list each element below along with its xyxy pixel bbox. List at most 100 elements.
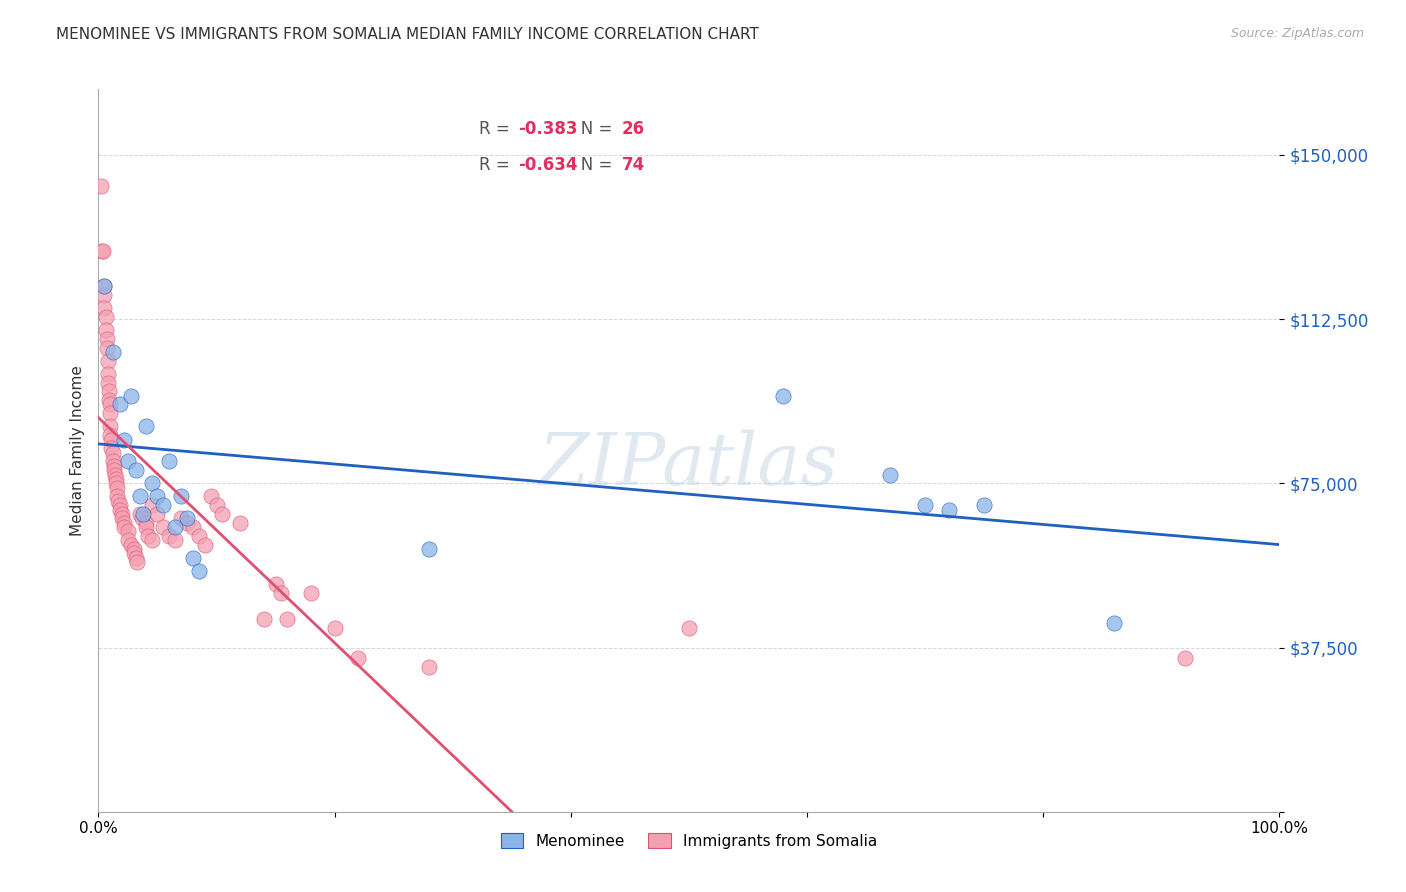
Point — [125, 463, 148, 477]
Point — [128, 490, 150, 504]
Text: R =: R = — [478, 156, 515, 174]
Point — [152, 520, 174, 534]
Point — [93, 288, 115, 302]
Point — [323, 621, 346, 635]
Point — [121, 538, 143, 552]
Point — [97, 353, 120, 368]
Point — [194, 538, 217, 552]
Point — [165, 520, 187, 534]
Point — [98, 419, 121, 434]
Point — [157, 454, 180, 468]
Point — [97, 376, 120, 390]
Text: MENOMINEE VS IMMIGRANTS FROM SOMALIA MEDIAN FAMILY INCOME CORRELATION CHART: MENOMINEE VS IMMIGRANTS FROM SOMALIA MED… — [56, 27, 759, 42]
Point — [141, 498, 163, 512]
Point — [112, 433, 135, 447]
Point — [111, 507, 134, 521]
Point — [108, 502, 131, 516]
Point — [170, 511, 193, 525]
Point — [205, 498, 228, 512]
Point — [93, 279, 115, 293]
Point — [108, 498, 131, 512]
Text: -0.383: -0.383 — [517, 120, 578, 138]
Point — [131, 511, 153, 525]
Point — [165, 533, 187, 548]
Point — [90, 178, 112, 193]
Point — [135, 516, 157, 530]
Point — [176, 516, 198, 530]
Point — [772, 389, 794, 403]
Point — [418, 541, 440, 556]
Point — [135, 419, 157, 434]
Point — [200, 490, 222, 504]
Point — [107, 493, 129, 508]
Point — [101, 345, 124, 359]
Point — [914, 498, 936, 512]
Point — [299, 586, 322, 600]
Point — [98, 397, 121, 411]
Point — [1102, 616, 1125, 631]
Point — [187, 529, 209, 543]
Point — [879, 467, 901, 482]
Point — [100, 442, 122, 456]
Text: 74: 74 — [621, 156, 645, 174]
Point — [121, 389, 143, 403]
Text: 26: 26 — [621, 120, 645, 138]
Point — [101, 445, 124, 459]
Point — [98, 384, 121, 399]
Point — [103, 463, 125, 477]
Point — [938, 502, 960, 516]
Point — [98, 428, 121, 442]
Point — [146, 507, 169, 521]
Y-axis label: Median Family Income: Median Family Income — [69, 365, 84, 536]
Point — [103, 458, 125, 473]
Point — [112, 516, 135, 530]
Point — [152, 498, 174, 512]
Point — [97, 367, 120, 381]
Text: R =: R = — [478, 120, 515, 138]
Text: ZIPatlas: ZIPatlas — [538, 430, 839, 500]
Point — [973, 498, 995, 512]
Point — [181, 550, 204, 565]
Point — [104, 467, 127, 482]
Text: Source: ZipAtlas.com: Source: ZipAtlas.com — [1230, 27, 1364, 40]
Text: N =: N = — [565, 120, 617, 138]
Point — [98, 393, 121, 408]
Point — [93, 279, 115, 293]
Point — [136, 529, 159, 543]
Point — [105, 490, 128, 504]
Point — [418, 660, 440, 674]
Point — [96, 332, 118, 346]
Point — [94, 323, 117, 337]
Point — [229, 516, 252, 530]
Point — [98, 406, 121, 420]
Point — [125, 550, 148, 565]
Legend: Menominee, Immigrants from Somalia: Menominee, Immigrants from Somalia — [495, 827, 883, 855]
Text: N =: N = — [565, 156, 617, 174]
Point — [91, 244, 114, 259]
Point — [117, 533, 139, 548]
Point — [141, 533, 163, 548]
Point — [122, 546, 145, 560]
Point — [94, 310, 117, 324]
Point — [347, 651, 370, 665]
Point — [105, 472, 128, 486]
Point — [96, 341, 118, 355]
Point — [187, 564, 209, 578]
Point — [146, 490, 169, 504]
Point — [135, 520, 157, 534]
Point — [117, 454, 139, 468]
Point — [127, 555, 149, 569]
Point — [211, 507, 233, 521]
Point — [181, 520, 204, 534]
Point — [157, 529, 180, 543]
Point — [105, 476, 128, 491]
Point — [678, 621, 700, 635]
Point — [132, 507, 155, 521]
Point — [105, 481, 128, 495]
Point — [270, 586, 292, 600]
Point — [170, 490, 193, 504]
Point — [100, 433, 122, 447]
Point — [111, 511, 134, 525]
Point — [91, 244, 114, 259]
Point — [122, 541, 145, 556]
